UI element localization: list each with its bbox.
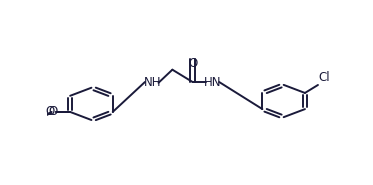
Text: Cl: Cl [319,71,330,84]
Text: O: O [46,105,55,118]
Text: NH: NH [143,75,161,89]
Text: O: O [49,105,58,118]
Text: HN: HN [204,75,222,89]
Text: O: O [188,57,197,70]
